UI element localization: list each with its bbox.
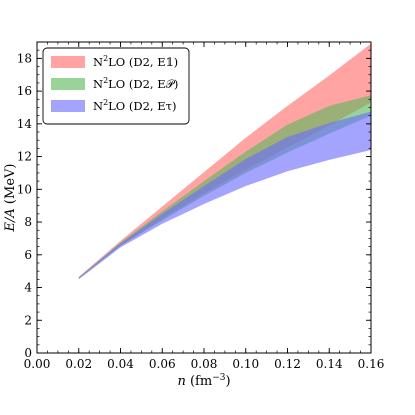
x-tick-label: 0.02 (65, 357, 92, 371)
x-axis-label-exp: −3 (212, 373, 226, 383)
ticks-group: 0.00 0.02 0.04 0.06 0.08 0.10 0.12 0.14 0.16 0 2 4 6… (17, 41, 385, 371)
y-tick-label: 2 (24, 313, 32, 327)
legend-swatch-1 (51, 56, 85, 68)
bands-group (78, 43, 371, 280)
x-tick-label: 0.04 (107, 357, 134, 371)
x-tick-label: 0.06 (149, 357, 176, 371)
x-tick-label: 0.08 (191, 357, 218, 371)
x-tick-label: 0.16 (358, 357, 385, 371)
band-series-3 (78, 111, 371, 280)
y-tick-label: 6 (24, 248, 32, 262)
x-axis-label-var: n (177, 374, 185, 389)
y-tick-label: 4 (24, 281, 32, 295)
legend-swatch-2 (51, 78, 85, 90)
legend-label-3: N2LO (D2, Eτ) (93, 98, 176, 113)
y-axis-label: E/A (MeV) (3, 164, 18, 233)
y-tick-label: 12 (17, 150, 32, 164)
x-axis-label: n (fm−3) (177, 373, 230, 389)
y-tick-label: 14 (17, 117, 33, 131)
y-tick-label: 16 (17, 84, 32, 98)
y-tick-label: 0 (24, 346, 32, 360)
x-tick-label: 0.14 (316, 357, 343, 371)
x-tick-label: 0.10 (232, 357, 259, 371)
legend: N2LO (D2, E𝟙) N2LO (D2, E𝒫) N2LO (D2, Eτ) (42, 47, 190, 125)
legend-label-2: N2LO (D2, E𝒫) (93, 76, 178, 91)
x-tick-label: 0.00 (24, 357, 51, 371)
legend-swatch-3 (51, 100, 85, 112)
y-tick-label: 8 (24, 215, 32, 229)
y-axis-label-unit: (MeV) (3, 164, 18, 205)
legend-label-1: N2LO (D2, E𝟙) (93, 54, 178, 69)
y-axis-label-var: E/A (3, 208, 18, 232)
x-axis-label-unit: (fm (190, 374, 212, 389)
y-tick-label: 18 (17, 51, 32, 65)
x-axis-label-close: ) (225, 374, 230, 389)
y-tick-label: 10 (17, 182, 32, 196)
x-tick-label: 0.12 (274, 357, 301, 371)
